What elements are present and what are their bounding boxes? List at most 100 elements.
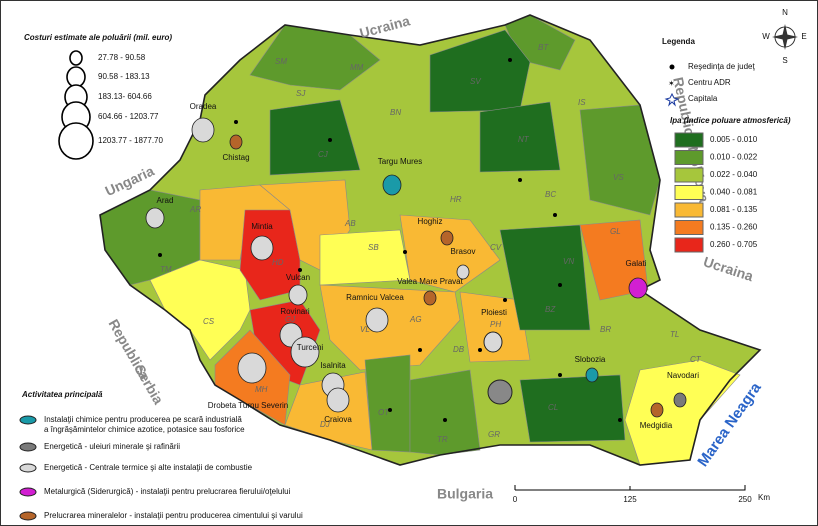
pollution-site	[440, 230, 454, 246]
county-code: CJ	[318, 150, 329, 159]
compass-letter: E	[801, 32, 806, 41]
region	[579, 219, 649, 301]
county-code: CL	[548, 403, 558, 412]
cost-legend-title: Costuri estimate ale poluării (mil. euro…	[24, 33, 172, 42]
ipa-class: 0.040 - 0.081	[710, 188, 758, 197]
site-label: Rovinari	[280, 307, 310, 316]
site-label: Navodari	[667, 371, 699, 380]
capital-area	[487, 379, 513, 405]
scale-label: 250	[738, 495, 752, 504]
county-code: SJ	[296, 89, 306, 98]
county-seat	[558, 373, 562, 377]
pollution-site	[628, 277, 648, 299]
county-code: NT	[518, 135, 530, 144]
county-code: DB	[453, 345, 465, 354]
county-code: GL	[610, 227, 621, 236]
pollution-site	[229, 134, 243, 150]
cost-class: 90.58 - 183.13	[98, 72, 150, 81]
activity-title: Activitatea principală	[21, 390, 103, 399]
scale-label: 125	[623, 495, 637, 504]
region	[409, 369, 481, 456]
county-code: AB	[344, 219, 356, 228]
ipa-swatch	[674, 167, 704, 183]
pollution-site	[585, 367, 599, 383]
scale-bar	[514, 485, 746, 491]
cost-symbol	[58, 122, 94, 160]
county-code: SV	[470, 77, 481, 86]
compass-letter: N	[782, 8, 788, 17]
county-seat	[234, 120, 238, 124]
county-code: VS	[613, 173, 624, 182]
region	[269, 99, 361, 176]
site-label: Targu Mures	[378, 157, 422, 166]
ipa-swatch	[674, 237, 704, 253]
site-label: Ramnicu Valcea	[346, 293, 404, 302]
pollution-site	[382, 174, 402, 196]
region	[579, 104, 661, 216]
site-label: Chistag	[222, 153, 249, 162]
ipa-title: Ipa (Indice poluare atmosferică)	[670, 116, 791, 125]
site-label: Hoghiz	[418, 217, 443, 226]
ipa-swatch	[674, 202, 704, 218]
county-code: HR	[450, 195, 462, 204]
cost-class: 27.78 - 90.58	[98, 53, 146, 62]
county-code: BR	[600, 325, 611, 334]
site-label: Turceni	[297, 343, 324, 352]
county-code: CV	[490, 243, 502, 252]
compass	[772, 24, 798, 50]
symbol	[664, 92, 680, 107]
ipa-swatch	[674, 132, 704, 148]
activity-entry: Prelucrarea mineralelor - instalaţii pen…	[44, 511, 303, 520]
site-label: Isalnita	[320, 361, 346, 370]
activity-symbol	[19, 415, 37, 425]
legend-title: Legenda	[662, 37, 695, 46]
county-code: BT	[538, 43, 549, 52]
county-code: CS	[203, 317, 215, 326]
county-code: HD	[272, 258, 284, 267]
county-seat	[328, 138, 332, 142]
county-code: SB	[368, 243, 379, 252]
region	[399, 214, 501, 293]
pollution-site	[145, 207, 165, 229]
activity-symbol	[19, 463, 37, 473]
site-label: Mintia	[251, 222, 273, 231]
region	[429, 29, 531, 113]
region	[284, 371, 373, 451]
cost-symbol	[66, 66, 86, 88]
site-label: Medgidia	[640, 421, 673, 430]
symbol: ✶	[668, 79, 675, 88]
activity-entry: Energetică - Centrale termice şi alte in…	[44, 463, 253, 472]
county-seat	[553, 213, 557, 217]
site-label: Arad	[157, 196, 174, 205]
pollution-site	[191, 117, 215, 143]
county-seat	[418, 348, 422, 352]
county-code: CT	[690, 355, 702, 364]
county-code: PH	[490, 320, 501, 329]
county-seat	[298, 268, 302, 272]
cost-class: 1203.77 - 1877.70	[98, 136, 163, 145]
county-code: GJ	[285, 315, 296, 324]
county-code: BZ	[545, 305, 556, 314]
region	[459, 291, 531, 363]
county-code: AR	[189, 205, 201, 214]
county-code: VN	[563, 257, 574, 266]
pollution-site	[650, 402, 664, 418]
pollution-site	[288, 284, 308, 306]
neighbor-label: Bulgaria	[437, 486, 493, 502]
region	[499, 224, 591, 331]
site-label: Drobeta Turnu Severin	[208, 401, 289, 410]
activity-symbol	[19, 442, 37, 452]
romania-map	[99, 14, 762, 466]
county-seat	[508, 58, 512, 62]
ipa-class: 0.010 - 0.022	[710, 153, 758, 162]
activity-symbol	[19, 511, 37, 521]
ipa-class: 0.005 - 0.010	[710, 135, 758, 144]
county-code: AG	[409, 315, 422, 324]
site-label: Brasov	[451, 247, 476, 256]
region	[519, 374, 626, 443]
cost-class: 183.13- 604.66	[98, 92, 152, 101]
pollution-site	[290, 336, 320, 368]
county-code: BC	[545, 190, 556, 199]
county-code: SM	[275, 57, 287, 66]
ipa-swatch	[674, 150, 704, 165]
